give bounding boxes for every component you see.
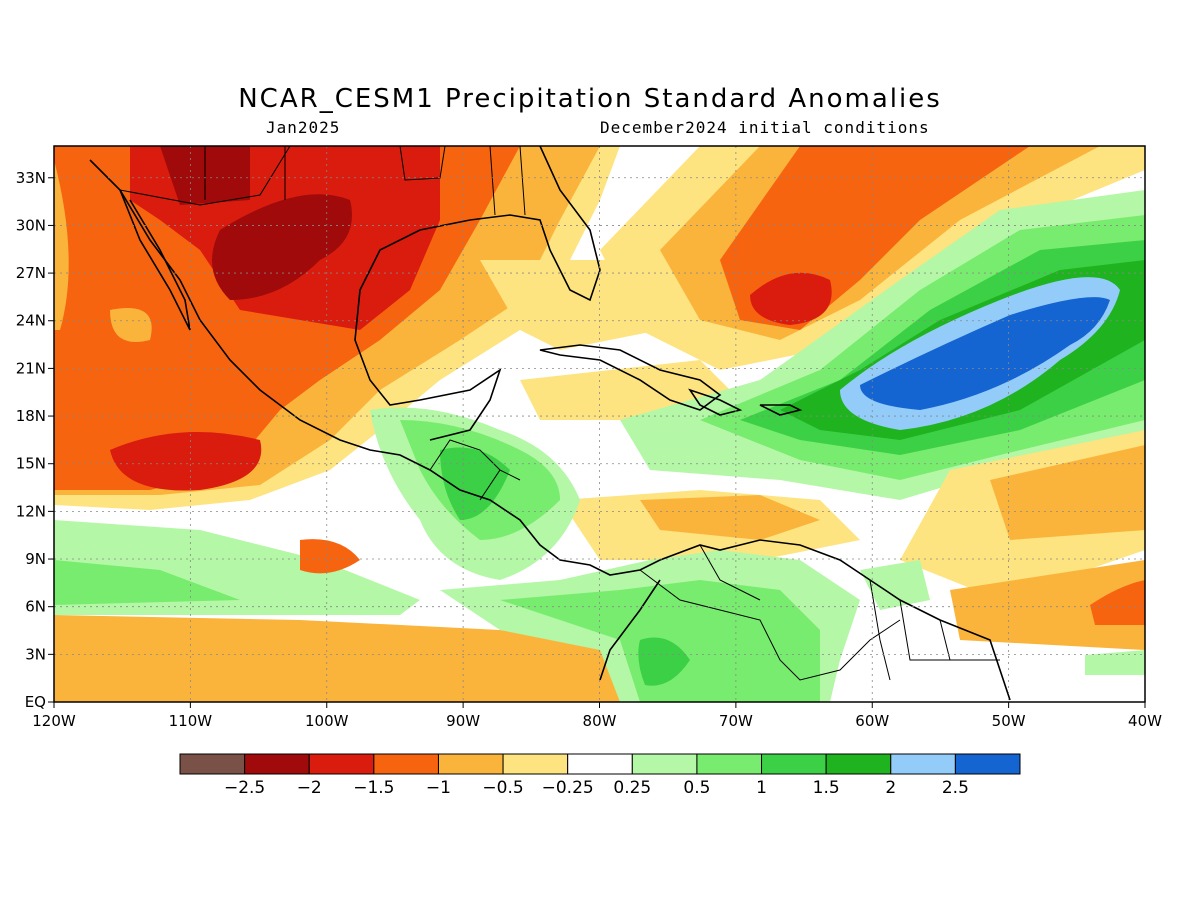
lon-tick-label: 50W xyxy=(992,712,1026,730)
borders xyxy=(119,146,1000,681)
colorbar-swatch xyxy=(825,753,892,775)
colorbar-label: 1 xyxy=(756,778,767,798)
lon-tick-label: 120W xyxy=(32,712,76,730)
lat-tick-label: 24N xyxy=(16,312,46,330)
colorbar-swatch xyxy=(179,753,246,775)
lat-tick-label: 18N xyxy=(16,407,46,425)
graticule xyxy=(54,146,1145,702)
lat-tick-label: 21N xyxy=(16,359,46,377)
colorbar-swatch xyxy=(502,753,569,775)
lon-tick-label: 80W xyxy=(583,712,617,730)
lat-tick-label: EQ xyxy=(25,693,46,711)
colorbar-label: −1.5 xyxy=(353,778,394,798)
colorbar-swatch xyxy=(631,753,698,775)
lat-tick-label: 30N xyxy=(16,216,46,234)
lat-tick-label: 9N xyxy=(25,550,46,568)
lon-tick-label: 90W xyxy=(446,712,480,730)
coastlines xyxy=(89,146,1011,701)
lat-tick-label: 27N xyxy=(16,264,46,282)
colorbar-label: 2 xyxy=(885,778,896,798)
colorbar-label: −0.5 xyxy=(482,778,523,798)
colorbar-label: 0.25 xyxy=(613,778,651,798)
lon-tick-label: 110W xyxy=(169,712,213,730)
lon-tick-label: 100W xyxy=(305,712,349,730)
colorbar-swatch xyxy=(244,753,310,775)
colorbar-swatch xyxy=(954,753,1021,775)
axis-ticks: 120W 110W 100W 90W 80W 70W 60W 50W 40W EQ 3N 6N 9N 12… xyxy=(16,169,1162,730)
colorbar: −2.5 −2 −1.5 −1 −0.5 −0.25 0.25 0.5 1 1.5 2 2.5 xyxy=(179,753,1021,798)
colorbar-label: 1.5 xyxy=(813,778,840,798)
lon-tick-label: 70W xyxy=(719,712,753,730)
lon-tick-label: 40W xyxy=(1128,712,1162,730)
colorbar-label: 2.5 xyxy=(942,778,969,798)
colorbar-swatch xyxy=(308,753,375,775)
lon-tick-label: 60W xyxy=(855,712,889,730)
lat-tick-label: 33N xyxy=(16,169,46,187)
colorbar-label: 0.5 xyxy=(683,778,710,798)
lat-tick-label: 12N xyxy=(16,502,46,520)
lat-tick-label: 6N xyxy=(25,598,46,616)
colorbar-swatch xyxy=(761,753,827,775)
lat-tick-label: 3N xyxy=(25,645,46,663)
lat-tick-label: 15N xyxy=(16,455,46,473)
colorbar-swatch xyxy=(567,753,633,775)
colorbar-swatch xyxy=(890,753,956,775)
forecast-month: Jan2025 xyxy=(266,118,341,137)
colorbar-swatch xyxy=(437,753,504,775)
colorbar-label: −1 xyxy=(426,778,451,798)
initial-conditions: December2024 initial conditions xyxy=(600,118,930,137)
colorbar-label: −2 xyxy=(297,778,322,798)
colorbar-label: −2.5 xyxy=(224,778,265,798)
colorbar-swatch xyxy=(696,753,763,775)
colorbar-swatch xyxy=(373,753,439,775)
map-title: NCAR_CESM1 Precipitation Standard Anomal… xyxy=(238,84,942,114)
colorbar-label: −0.25 xyxy=(542,778,594,798)
